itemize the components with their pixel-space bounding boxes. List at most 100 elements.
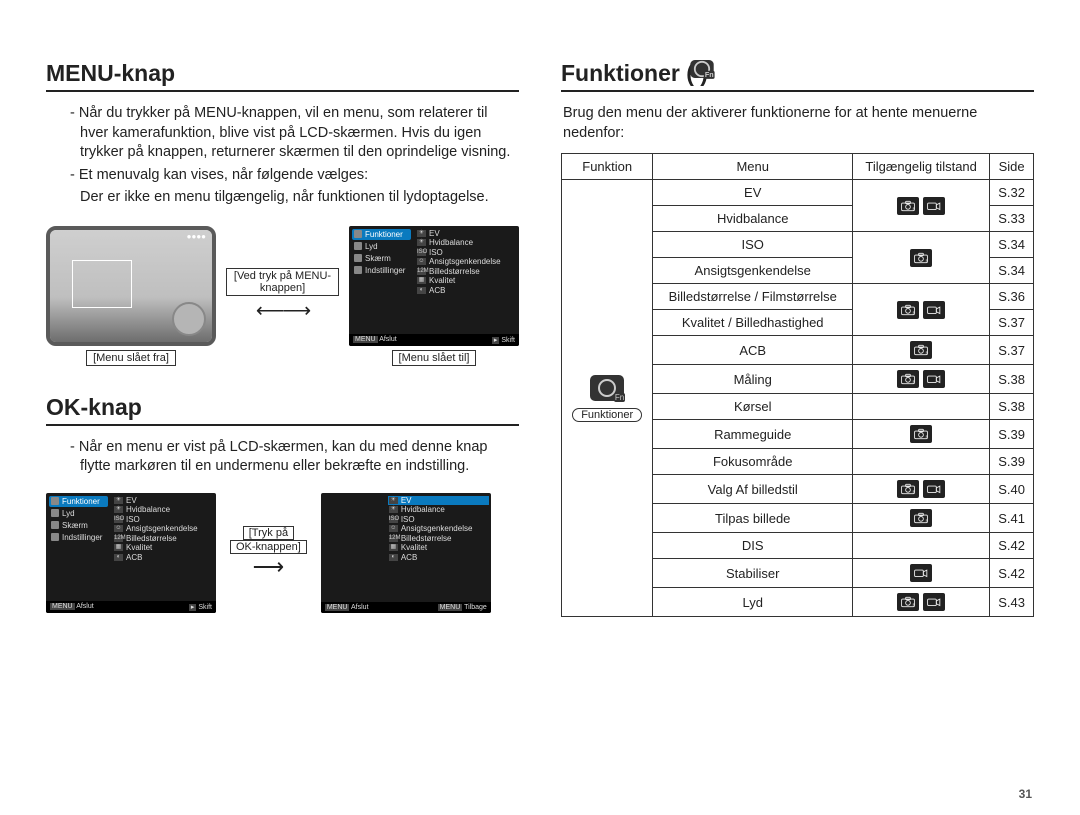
mode-cell bbox=[853, 394, 990, 420]
mode-cell bbox=[853, 559, 990, 588]
menu-left-item: Skærm bbox=[62, 521, 88, 530]
mode-cell: P bbox=[853, 588, 990, 617]
right-column: Funktioner ( ) Brug den menu der aktiver… bbox=[561, 60, 1034, 641]
camera-mode-icon: P bbox=[897, 480, 919, 498]
menu-right-item: Kvalitet bbox=[429, 276, 455, 285]
mode-cell: P bbox=[853, 336, 990, 365]
menu-knap-bullet-1: - Når du trykker på MENU-knappen, vil en… bbox=[46, 104, 519, 163]
menu-left-item: Indstillinger bbox=[365, 266, 405, 275]
fn-icon bbox=[590, 375, 624, 401]
th-side: Side bbox=[990, 154, 1034, 180]
heading-funktioner-text: Funktioner ( ) bbox=[561, 60, 708, 86]
side-cell: S.41 bbox=[990, 504, 1034, 533]
menu-left-list: Funktioner Lyd Skærm Indstillinger bbox=[349, 226, 414, 334]
page-number: 31 bbox=[1019, 787, 1032, 801]
camera-mode-icon: P bbox=[910, 425, 932, 443]
table-row: FunktionerEVPS.32 bbox=[562, 180, 1034, 206]
svg-text:P: P bbox=[913, 311, 915, 315]
fn-icon bbox=[689, 58, 715, 85]
lcd-menu-on: Funktioner Lyd Skærm Indstillinger ☀EV ☀… bbox=[349, 226, 519, 346]
svg-text:P: P bbox=[926, 435, 928, 439]
menu-foot-exit: Afslut bbox=[76, 603, 94, 610]
menu-cell: EV bbox=[653, 180, 853, 206]
svg-text:P: P bbox=[926, 259, 928, 263]
menu-foot-shift: Skift bbox=[198, 604, 212, 611]
double-arrow-icon: ⟵⟶ bbox=[256, 300, 309, 322]
menu-right-item: ISO bbox=[429, 248, 443, 257]
ok-knap-figure-row: Funktioner Lyd Skærm Indstillinger ☀EV ☀… bbox=[46, 493, 519, 613]
menu-cell: ISO bbox=[653, 232, 853, 258]
side-cell: S.37 bbox=[990, 336, 1034, 365]
video-mode-icon bbox=[923, 593, 945, 611]
th-funktion: Funktion bbox=[562, 154, 653, 180]
video-mode-icon bbox=[923, 480, 945, 498]
menu-right-item: EV bbox=[401, 496, 412, 505]
caption-menu-on: [Menu slået til] bbox=[392, 350, 477, 366]
menu-left-item: Funktioner bbox=[62, 497, 100, 506]
menu-right-item: Ansigtsgenkendelse bbox=[429, 257, 501, 266]
menu-left-item: Lyd bbox=[365, 242, 378, 251]
side-cell: S.32 bbox=[990, 180, 1034, 206]
svg-text:P: P bbox=[913, 380, 915, 384]
side-cell: S.38 bbox=[990, 394, 1034, 420]
camera-mode-icon: P bbox=[910, 249, 932, 267]
funktion-label: Funktioner bbox=[572, 408, 642, 422]
side-cell: S.33 bbox=[990, 206, 1034, 232]
side-cell: S.39 bbox=[990, 449, 1034, 475]
menu-right-item: EV bbox=[429, 229, 440, 238]
camera-mode-icon: P bbox=[910, 509, 932, 527]
mode-cell bbox=[853, 449, 990, 475]
mode-cell: P bbox=[853, 365, 990, 394]
th-menu: Menu bbox=[653, 154, 853, 180]
camera-mode-icon: P bbox=[897, 197, 919, 215]
menu-knap-bullet-2: - Et menuvalg kan vises, når følgende væ… bbox=[46, 166, 519, 186]
svg-text:P: P bbox=[913, 207, 915, 211]
caption-press-ok-2: OK-knappen] bbox=[230, 540, 307, 554]
menu-foot-shift: Skift bbox=[501, 337, 515, 344]
menu-foot-back: Tilbage bbox=[464, 604, 487, 611]
menu-foot-exit: Afslut bbox=[351, 604, 369, 611]
menu-right-item: Hvidbalance bbox=[126, 505, 170, 514]
lcd-menu-off: ●●●● bbox=[46, 226, 216, 346]
menu-left-item: Skærm bbox=[365, 254, 391, 263]
side-cell: S.34 bbox=[990, 258, 1034, 284]
caption-press-ok-1: [Tryk på bbox=[243, 526, 294, 540]
mode-cell: P bbox=[853, 284, 990, 336]
menu-right-list: ☀EV ☀Hvidbalance ISOISO ☺Ansigtsgenkende… bbox=[414, 226, 519, 334]
funktion-cell: Funktioner bbox=[562, 180, 653, 617]
menu-foot-exit: Afslut bbox=[379, 336, 397, 343]
side-cell: S.38 bbox=[990, 365, 1034, 394]
mode-cell: P bbox=[853, 420, 990, 449]
svg-text:P: P bbox=[926, 351, 928, 355]
heading-ok-knap: OK-knap bbox=[46, 394, 519, 426]
menu-right-item: Hvidbalance bbox=[429, 238, 473, 247]
menu-cell: Billedstørrelse / Filmstørrelse bbox=[653, 284, 853, 310]
menu-right-item: Billedstørrelse bbox=[401, 534, 452, 543]
side-cell: S.43 bbox=[990, 588, 1034, 617]
side-cell: S.40 bbox=[990, 475, 1034, 504]
mode-cell bbox=[853, 533, 990, 559]
menu-cell: Måling bbox=[653, 365, 853, 394]
menu-cell: Hvidbalance bbox=[653, 206, 853, 232]
funktioner-intro: Brug den menu der aktiverer funktionerne… bbox=[561, 104, 1034, 143]
camera-mode-icon: P bbox=[897, 593, 919, 611]
menu-right-item: ISO bbox=[126, 515, 140, 524]
left-column: MENU-knap - Når du trykker på MENU-knapp… bbox=[46, 60, 519, 641]
dpad-icon bbox=[172, 302, 206, 336]
menu-cell: Valg Af billedstil bbox=[653, 475, 853, 504]
caption-press-menu: [Ved tryk på MENU-knappen] bbox=[226, 268, 339, 296]
menu-knap-figure-row: ●●●● [Menu slået fra] [Ved tryk på MENU-… bbox=[46, 226, 519, 366]
svg-text:P: P bbox=[926, 519, 928, 523]
functions-table: Funktion Menu Tilgængelig tilstand Side … bbox=[561, 153, 1034, 617]
video-mode-icon bbox=[910, 564, 932, 582]
menu-cell: Ansigtsgenkendelse bbox=[653, 258, 853, 284]
table-header-row: Funktion Menu Tilgængelig tilstand Side bbox=[562, 154, 1034, 180]
menu-right-item: ACB bbox=[126, 553, 142, 562]
menu-cell: Rammeguide bbox=[653, 420, 853, 449]
section-menu-knap: MENU-knap - Når du trykker på MENU-knapp… bbox=[46, 60, 519, 366]
side-cell: S.39 bbox=[990, 420, 1034, 449]
camera-mode-icon: P bbox=[910, 341, 932, 359]
arrow-ok-press: [Tryk på OK-knappen] ⟶ bbox=[230, 526, 307, 580]
ok-knap-bullet-1: - Når en menu er vist på LCD-skærmen, ka… bbox=[46, 438, 519, 477]
video-mode-icon bbox=[923, 370, 945, 388]
